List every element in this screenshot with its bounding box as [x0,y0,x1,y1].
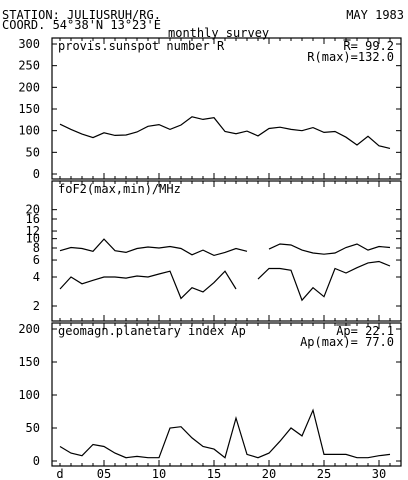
coord-label: COORD. 54°38'N 13°23'E [2,18,161,32]
panel-1: 0 50 100 150 200 250 300 provis.sunspot number … [18,37,402,181]
series-line-1 [59,408,391,459]
panel-3: 0 50 100 150 200 geomagn.planetary index Ap Ap… [18,322,402,468]
y-tick-label: 50 [26,421,40,435]
panel-frame [51,180,402,322]
panel-stat: Ap= 22.1 [336,324,394,338]
x-tick-label: d [56,467,63,480]
y-tick-label: 12 [26,224,40,238]
y-tick-label: 8 [33,241,40,255]
y-tick-label: 10 [26,232,40,246]
panel-title: provis.sunspot number R [58,39,225,53]
series-line-1 [59,116,391,149]
y-tick-label: 300 [18,37,40,51]
y-tick-label: 0 [33,454,40,468]
panel-stat: Ap(max)= 77.0 [300,335,394,349]
y-tick-label: 20 [26,203,40,217]
series-line-2 [59,260,391,302]
y-tick-label: 2 [33,299,40,313]
date-label: MAY 1983 [346,8,404,22]
y-tick-label: 100 [18,124,40,138]
y-tick-label: 200 [18,80,40,94]
panel-title: foF2(max,min)/MHz [58,182,181,196]
y-tick-label: 150 [18,102,40,116]
series-line-1 [59,238,391,257]
y-tick-label: 4 [33,270,40,284]
y-tick-label: 100 [18,388,40,402]
x-tick-label: 25 [317,467,331,480]
x-tick-label: 10 [152,467,166,480]
x-tick-label: 20 [262,467,276,480]
y-tick-label: 50 [26,145,40,159]
y-tick-label: 150 [18,355,40,369]
y-tick-label: 200 [18,322,40,336]
x-tick-label: 30 [372,467,386,480]
panel-stat: R(max)=132.0 [307,50,394,64]
y-tick-label: 16 [26,212,40,226]
survey-subtitle: monthly survey [168,26,270,40]
y-tick-label: 6 [33,253,40,267]
station-label: STATION: JULIUSRUH/RG. [2,8,161,22]
panel-title: geomagn.planetary index Ap [58,324,246,338]
x-tick-label: 05 [97,467,111,480]
y-tick-label: 0 [33,167,40,181]
panel-stat: R= 99.2 [343,39,394,53]
x-tick-label: 15 [207,467,221,480]
y-tick-label: 250 [18,59,40,73]
